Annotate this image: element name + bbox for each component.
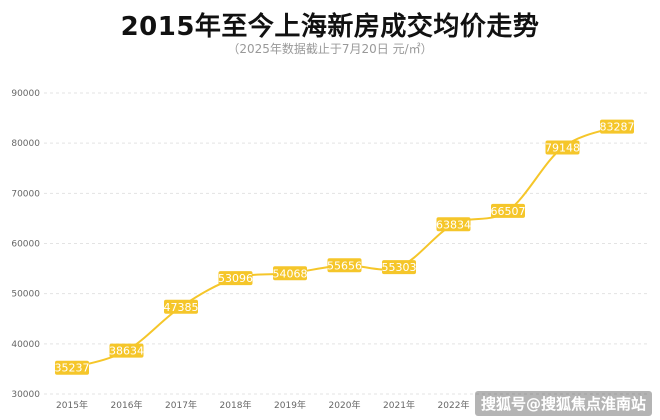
data-label-bg [109, 343, 144, 358]
data-label: 63834 [436, 218, 471, 231]
y-tick-label: 90000 [11, 89, 40, 99]
data-label-bg [545, 140, 580, 155]
y-tick-label: 30000 [11, 390, 40, 400]
data-label-bg [218, 271, 253, 286]
chart-title: 2015年至今上海新房成交均价走势 [120, 12, 540, 42]
data-label: 66507 [491, 205, 526, 218]
data-label: 55656 [327, 259, 362, 272]
data-label: 38634 [109, 345, 144, 358]
watermark: 搜狐号@搜狐焦点淮南站 [474, 391, 652, 416]
x-tick-label: 2018年 [220, 399, 252, 411]
chart-subtitle: （2025年数据截止于7月20日 元/㎡） [227, 42, 433, 56]
x-tick-label: 2020年 [329, 399, 361, 411]
data-label: 79148 [545, 141, 580, 154]
data-label-bg [491, 203, 525, 218]
x-tick-label: 2017年 [165, 399, 197, 411]
data-label: 54068 [273, 267, 308, 280]
x-tick-label: 2016年 [111, 399, 143, 411]
data-label-bg [327, 258, 362, 273]
x-tick-label: 2015年 [56, 399, 88, 411]
y-tick-label: 80000 [11, 139, 40, 149]
y-tick-label: 50000 [11, 290, 40, 300]
series-line [71, 125, 618, 369]
data-label-bg [273, 266, 307, 281]
data-label-bg [55, 360, 89, 375]
data-label-bg [382, 260, 416, 275]
data-label-bg [436, 217, 471, 232]
data-label: 53096 [218, 272, 253, 285]
y-tick-label: 40000 [11, 340, 40, 350]
y-tick-label: 70000 [11, 189, 40, 199]
data-label-bg [600, 119, 634, 134]
y-tick-label: 60000 [11, 240, 40, 250]
data-label: 83287 [600, 121, 635, 134]
data-label: 55303 [382, 261, 417, 274]
data-label: 35237 [55, 362, 90, 375]
x-tick-label: 2021年 [383, 399, 415, 411]
data-label-bg [164, 299, 198, 314]
x-tick-label: 2019年 [274, 399, 306, 411]
data-label: 47385 [164, 301, 199, 314]
x-tick-label: 2022年 [438, 399, 470, 411]
